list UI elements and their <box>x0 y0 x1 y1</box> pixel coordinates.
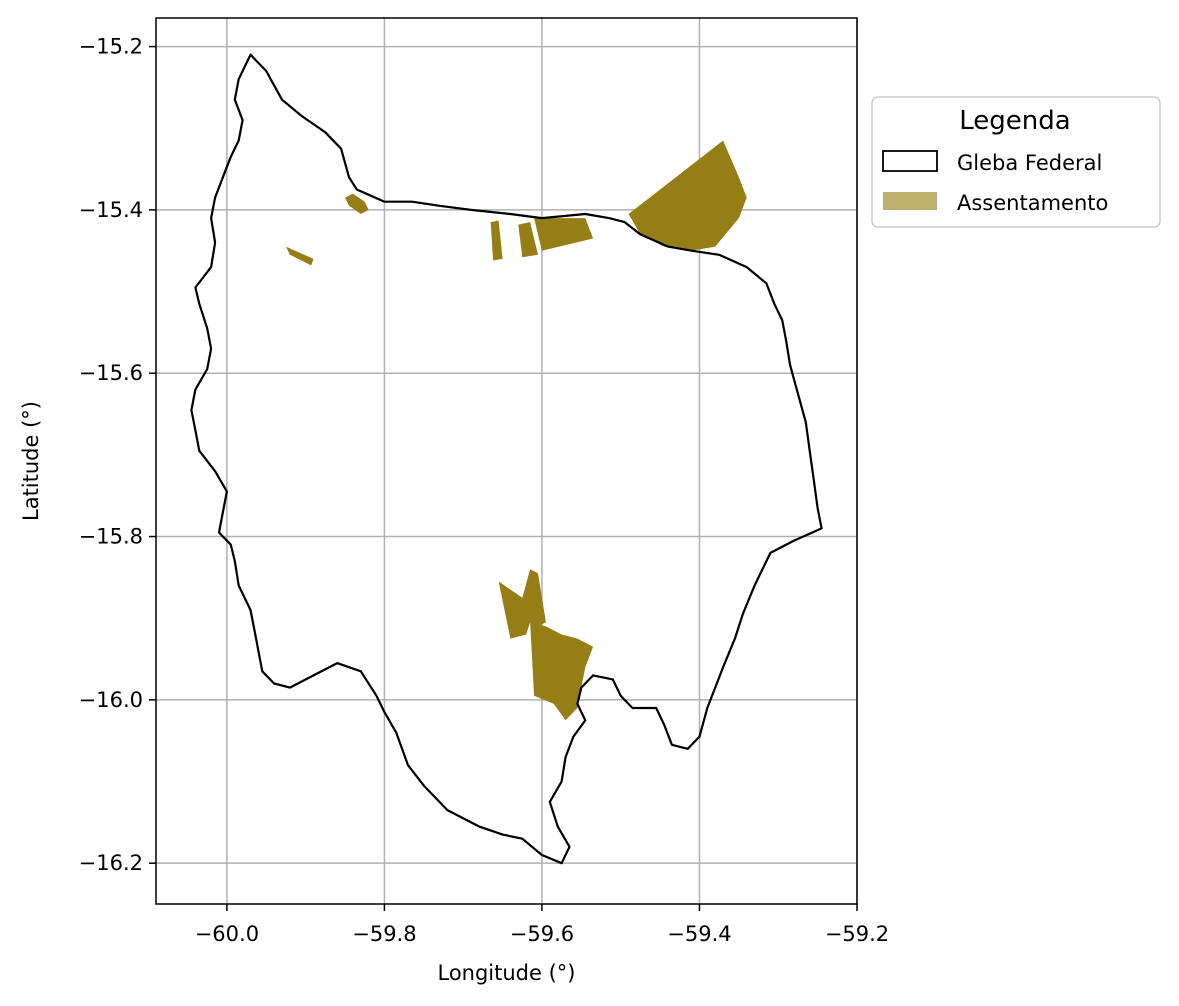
x-tick-label: −59.4 <box>667 922 731 946</box>
legend-title: Legenda <box>959 106 1070 136</box>
y-tick-label: −15.8 <box>79 525 143 549</box>
y-axis-label: Latitude (°) <box>19 401 43 521</box>
x-tick-label: −60.0 <box>195 922 259 946</box>
axis-ticks: −60.0 −59.8 −59.6 −59.4 −59.2 −15.2 −15.4 −15.6… <box>79 35 890 946</box>
legend-label-assentamento: Assentamento <box>957 191 1108 215</box>
legend: Legenda Gleba Federal Assentamento <box>871 96 1161 228</box>
assentamento-layer <box>286 140 747 721</box>
assentamento-polygon <box>286 246 314 266</box>
x-tick-label: −59.6 <box>510 922 574 946</box>
assentamento-polygon <box>530 622 594 721</box>
plot-frame <box>155 17 858 905</box>
legend-swatch-gleba-federal <box>882 150 938 172</box>
y-tick-label: −15.4 <box>79 198 143 222</box>
gleba-federal-layer <box>190 53 823 865</box>
x-tick-label: −59.8 <box>352 922 416 946</box>
assentamento-polygon <box>498 569 546 639</box>
gleba-federal-outline <box>190 53 823 865</box>
grid-lines <box>156 18 858 904</box>
x-axis-label: Longitude (°) <box>437 961 575 985</box>
assentamento-polygon <box>534 218 594 251</box>
y-tick-label: −15.2 <box>79 35 143 59</box>
assentamento-polygon <box>628 140 747 251</box>
legend-box <box>871 96 1161 228</box>
legend-label-gleba-federal: Gleba Federal <box>957 151 1102 175</box>
assentamento-polygon <box>518 222 538 258</box>
y-tick-label: −15.6 <box>79 361 143 385</box>
legend-swatch-assentamento <box>883 192 937 210</box>
y-tick-label: −16.0 <box>79 688 143 712</box>
assentamento-polygon <box>490 220 503 261</box>
y-tick-label: −16.2 <box>79 851 143 875</box>
x-tick-label: −59.2 <box>825 922 889 946</box>
assentamento-polygon <box>345 193 369 214</box>
